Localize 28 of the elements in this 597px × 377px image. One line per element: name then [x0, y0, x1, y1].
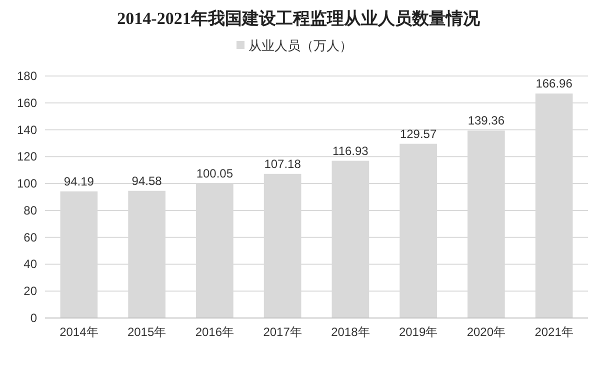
data-label: 100.05: [196, 166, 234, 180]
y-tick-label: 20: [24, 284, 38, 298]
data-label: 94.58: [132, 174, 162, 188]
y-tick-label: 100: [16, 176, 38, 191]
legend-label: 从业人员（万人）: [248, 38, 352, 53]
x-tick-label: 2017年: [263, 325, 302, 339]
y-tick-label: 60: [24, 230, 38, 244]
x-tick-label: 2020年: [466, 325, 506, 339]
x-tick-label: 2018年: [331, 325, 370, 339]
data-label: 139.36: [468, 114, 505, 128]
y-tick-label: 160: [16, 96, 38, 110]
data-label: 129.57: [400, 126, 437, 141]
data-label: 107.18: [264, 156, 302, 171]
x-tick-label: 2015年: [127, 325, 166, 339]
y-tick-label: 180: [16, 69, 38, 83]
data-label: 116.93: [332, 144, 369, 158]
y-tick-label: 140: [16, 122, 38, 137]
y-tick-label: 0: [30, 311, 38, 325]
x-tick-label: 2016年: [195, 325, 234, 339]
x-tick-label: 2021年: [534, 325, 574, 339]
chart-title: 2014-2021年我国建设工程监理从业人员数量情况: [117, 9, 481, 28]
data-label: 166.96: [536, 76, 573, 91]
x-tick-label: 2014年: [60, 325, 98, 339]
y-tick-label: 120: [16, 150, 38, 164]
y-tick-label: 40: [24, 257, 38, 272]
data-label: 94.19: [64, 174, 94, 188]
x-tick-label: 2019年: [398, 325, 438, 339]
y-tick-label: 80: [24, 203, 38, 218]
